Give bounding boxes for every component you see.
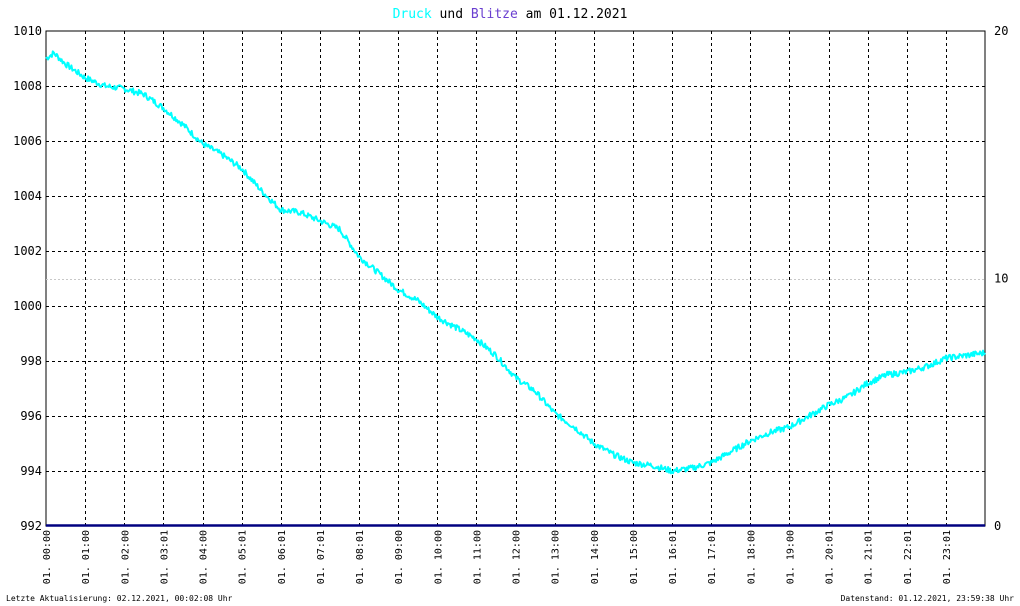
x-tick-label: 01. 02:00 — [120, 530, 131, 584]
y-right-tick-label: 20 — [994, 24, 1008, 38]
x-tick-label: 01. 07:01 — [316, 530, 327, 584]
y-left-tick-label: 992 — [20, 519, 42, 533]
y-left-tick-label: 1002 — [13, 244, 42, 258]
y-left-tick-label: 996 — [20, 409, 42, 423]
x-tick-label: 01. 18:00 — [746, 530, 757, 584]
x-tick-label: 01. 20:01 — [825, 530, 836, 584]
y-left-tick-labels: 1010 1008 1006 1004 1002 1000 998 996 994 992 — [13, 24, 42, 533]
series-lines — [45, 50, 986, 527]
x-tick-label: 01. 03:01 — [159, 530, 170, 584]
title-series1-word: Druck — [393, 7, 432, 22]
y-left-tick-label: 1004 — [13, 189, 42, 203]
x-tick-label: 01. 17:01 — [707, 530, 718, 584]
y-left-tick-label: 1008 — [13, 79, 42, 93]
y-right-tick-label: 10 — [994, 272, 1008, 286]
x-tick-label: 01. 10:00 — [433, 530, 444, 584]
x-tick-label: 01. 19:00 — [785, 530, 796, 584]
x-tick-label: 01. 13:00 — [551, 530, 562, 584]
title-series2-word: Blitze — [471, 7, 518, 22]
x-tick-label: 01. 15:00 — [629, 530, 640, 584]
x-tick-label: 01. 04:00 — [199, 530, 210, 584]
x-tick-label: 01. 08:01 — [355, 530, 366, 584]
footer-data-status: Datenstand: 01.12.2021, 23:59:38 Uhr — [841, 594, 1015, 603]
x-tick-label: 01. 21:01 — [864, 530, 875, 584]
x-tick-label: 01. 12:00 — [512, 530, 523, 584]
x-tick-label: 01. 14:00 — [590, 530, 601, 584]
x-tick-label: 01. 23:01 — [942, 530, 953, 584]
y-left-tick-label: 994 — [20, 464, 42, 478]
x-tick-label: 01. 06:01 — [277, 530, 288, 584]
title-connector: und — [432, 7, 471, 22]
chart-title: Druck und Blitze am 01.12.2021 — [393, 7, 628, 22]
series-line-druck — [45, 50, 986, 475]
x-tick-label: 01. 09:00 — [394, 530, 405, 584]
title-suffix: am 01.12.2021 — [518, 7, 628, 22]
x-tick-label: 01. 05:01 — [238, 530, 249, 584]
footer-last-update: Letzte Aktualisierung: 02.12.2021, 00:02… — [6, 594, 233, 603]
x-tick-label: 01. 01:00 — [81, 530, 92, 584]
x-tick-label: 01. 11:00 — [472, 530, 483, 584]
x-tick-label: 01. 22:01 — [903, 530, 914, 584]
y-left-tick-label: 1006 — [13, 134, 42, 148]
x-tick-labels: 01. 00:00 01. 01:00 01. 02:00 01. 03:01 01. … — [42, 530, 953, 584]
grid-lines — [45, 30, 986, 527]
y-right-tick-labels: 20 10 0 — [994, 24, 1008, 533]
x-tick-label: 01. 00:00 — [42, 530, 53, 584]
y-left-tick-label: 1000 — [13, 299, 42, 313]
y-right-tick-label: 0 — [994, 519, 1001, 533]
y-left-tick-label: 1010 — [13, 24, 42, 38]
x-tick-label: 01. 16:01 — [668, 530, 679, 584]
y-left-tick-label: 998 — [20, 354, 42, 368]
